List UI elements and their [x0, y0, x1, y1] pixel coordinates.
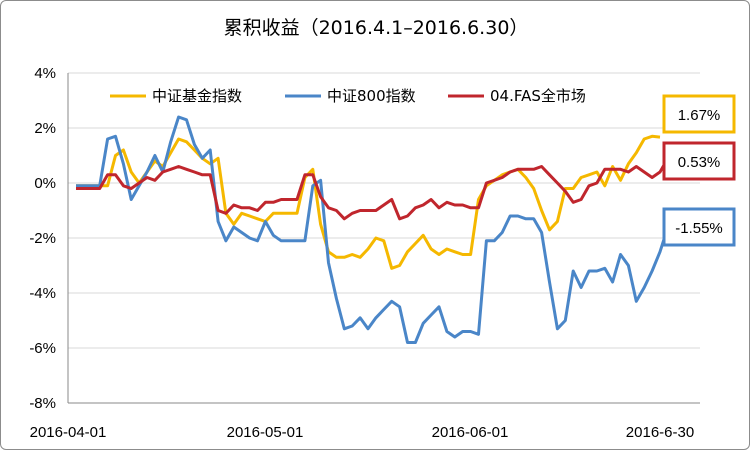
y-tick-label: 2% — [34, 120, 56, 137]
x-tick-label: 2016-05-01 — [227, 424, 304, 441]
end-label-box — [662, 207, 736, 247]
x-tick-label: 2016-06-01 — [432, 424, 509, 441]
x-tick-label: 2016-6-30 — [626, 424, 694, 441]
y-axis-ticks: 4% 2% 0% -2% -4% -6% -8% — [29, 65, 56, 412]
series-line-1 — [76, 115, 677, 344]
end-label-box — [662, 94, 736, 134]
legend-label: 中证基金指数 — [152, 87, 242, 105]
series-line-2 — [76, 145, 694, 221]
y-tick-label: -4% — [29, 285, 56, 302]
end-label-text: 1.67% — [678, 107, 721, 124]
end-label-box — [662, 141, 736, 181]
legend: 中证基金指数 中证800指数 04.FAS全市场 — [110, 87, 586, 105]
grid-lines — [67, 72, 700, 404]
y-tick-label: -8% — [29, 395, 56, 412]
y-tick-label: 0% — [34, 175, 56, 192]
end-value-labels: 1.67% 0.53% -1.55% — [662, 94, 736, 247]
y-tick-label: -2% — [29, 230, 56, 247]
x-tick-label: 2016-04-01 — [30, 424, 107, 441]
series-line-0 — [76, 134, 661, 270]
end-label-text: -1.55% — [675, 220, 723, 237]
chart-title: 累积收益（2016.4.1–2016.6.30） — [224, 17, 529, 39]
series-lines — [76, 115, 694, 344]
x-axis-ticks: 2016-04-01 2016-05-01 2016-06-01 2016-6-30 — [30, 424, 695, 441]
legend-label: 中证800指数 — [327, 87, 416, 105]
y-tick-label: 4% — [34, 65, 56, 82]
end-label-text: 0.53% — [678, 154, 721, 171]
y-tick-label: -6% — [29, 340, 56, 357]
legend-label: 04.FAS全市场 — [490, 87, 586, 105]
